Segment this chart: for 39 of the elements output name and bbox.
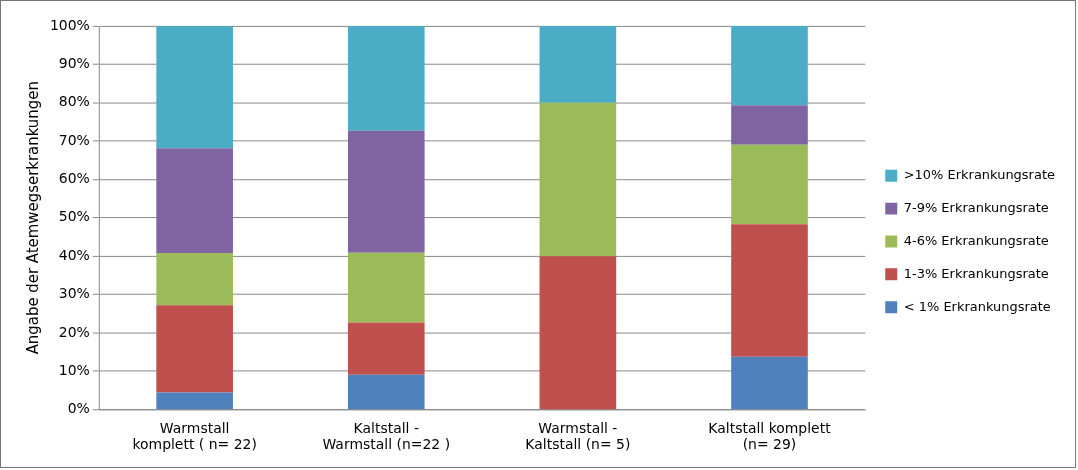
bar xyxy=(539,25,617,103)
bar xyxy=(347,130,425,253)
y-tick-label: 60% xyxy=(58,170,90,187)
bar xyxy=(156,305,233,393)
bar xyxy=(347,25,425,131)
bar xyxy=(731,25,808,106)
y-tick-label: 10% xyxy=(58,361,90,378)
y-axis-title: Angabe der Atemwegserkrankungen xyxy=(23,81,42,355)
bar xyxy=(731,144,808,225)
legend-label: 1-3% Erkrankungsrate xyxy=(903,265,1049,281)
bar xyxy=(539,256,617,410)
bar xyxy=(347,252,425,323)
x-tick-label: Kaltstall - Warmstall (n=22 ) xyxy=(322,419,451,453)
y-tick-label: 90% xyxy=(58,54,90,71)
bar xyxy=(539,102,617,257)
x-tick-label: Warmstall - Kaltstall (n= 5) xyxy=(525,419,631,453)
x-tick-label: Kaltstall komplett (n= 29) xyxy=(708,419,832,453)
x-tick-label: Warmstall komplett ( n= 22) xyxy=(132,419,257,453)
bar xyxy=(156,392,233,410)
y-tick-label: 70% xyxy=(58,131,90,148)
bar xyxy=(156,253,233,306)
y-tick-label: 80% xyxy=(58,93,90,110)
bar xyxy=(731,224,808,357)
bar xyxy=(156,148,233,254)
bar xyxy=(347,374,425,410)
legend-label: < 1% Erkrankungsrate xyxy=(903,298,1051,314)
y-tick-label: 50% xyxy=(58,208,90,225)
bar xyxy=(347,322,425,375)
y-tick-label: 0% xyxy=(67,400,90,417)
legend-label: 4-6% Erkrankungsrate xyxy=(903,232,1049,248)
y-tick-label: 100% xyxy=(49,16,90,33)
legend-label: >10% Erkrankungsrate xyxy=(903,167,1055,183)
y-tick-label: 40% xyxy=(58,246,90,263)
y-tick-label: 20% xyxy=(58,323,90,340)
y-tick-label: 30% xyxy=(58,285,90,302)
bar xyxy=(156,26,233,149)
legend-label: 7-9% Erkrankungsrate xyxy=(903,199,1049,215)
bar xyxy=(731,356,808,410)
bar xyxy=(731,105,808,145)
